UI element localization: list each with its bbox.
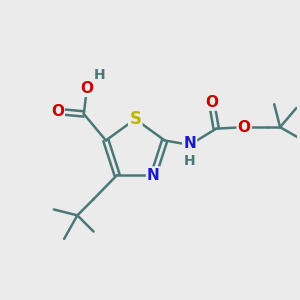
Text: O: O	[205, 95, 218, 110]
Text: O: O	[80, 81, 93, 96]
Text: H: H	[184, 154, 196, 168]
Text: S: S	[129, 110, 141, 128]
Text: H: H	[93, 68, 105, 82]
Text: O: O	[51, 104, 64, 119]
Text: O: O	[238, 120, 251, 135]
Text: N: N	[147, 167, 160, 182]
Text: N: N	[183, 136, 196, 151]
